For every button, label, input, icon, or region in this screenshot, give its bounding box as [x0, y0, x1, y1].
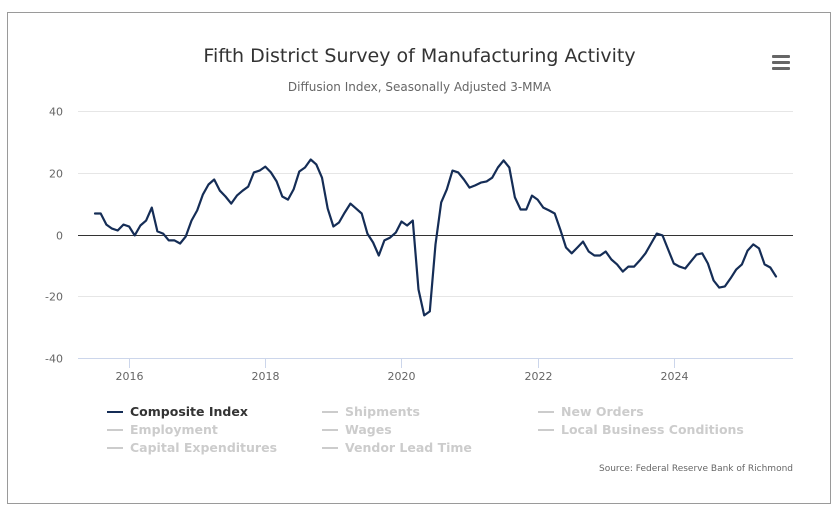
legend-item-new-orders[interactable]: New Orders [538, 404, 644, 419]
legend-item-vendor-lead-time[interactable]: Vendor Lead Time [322, 440, 472, 455]
legend-label: Wages [345, 422, 392, 437]
legend-label: Capital Expenditures [130, 440, 278, 455]
legend-item-shipments[interactable]: Shipments [322, 404, 420, 419]
legend-line-icon [107, 446, 123, 449]
legend-line-icon [538, 410, 554, 413]
legend-label: Employment [130, 422, 218, 437]
chart-title: Fifth District Survey of Manufacturing A… [203, 45, 636, 67]
legend-line-icon [538, 428, 554, 431]
source-credit: Source: Federal Reserve Bank of Richmond [599, 464, 793, 474]
legend-label: Local Business Conditions [561, 422, 744, 437]
legend-line-icon [322, 428, 338, 431]
legend-item-capital-expenditures[interactable]: Capital Expenditures [107, 440, 277, 455]
legend-line-icon [322, 446, 338, 449]
hamburger-menu-icon[interactable] [769, 52, 793, 72]
legend-item-local-business-conditions[interactable]: Local Business Conditions [538, 422, 744, 437]
legend-item-composite-index[interactable]: Composite Index [107, 404, 248, 419]
series-line-composite-index [93, 158, 778, 317]
y-tick-label: 40 [49, 106, 63, 119]
chart-subtitle: Diffusion Index, Seasonally Adjusted 3-M… [287, 80, 552, 94]
legend-label: Vendor Lead Time [345, 440, 472, 455]
x-tick-label: 2018 [252, 370, 280, 383]
y-tick-label: -40 [45, 353, 63, 366]
x-tick-label: 2022 [525, 370, 553, 383]
x-axis: 2016 2018 2020 2022 2024 [78, 358, 793, 383]
y-tick-label: -20 [45, 291, 63, 304]
y-tick-label: 0 [56, 230, 63, 243]
series-layer [93, 158, 778, 317]
y-axis-ticks: 40 20 0 -20 -40 [45, 106, 63, 366]
y-tick-label: 20 [49, 168, 63, 181]
legend-label: Composite Index [130, 404, 248, 419]
x-tick-label: 2020 [388, 370, 416, 383]
legend-line-icon [107, 428, 123, 431]
legend-item-wages[interactable]: Wages [322, 422, 392, 437]
legend-line-icon [322, 410, 338, 413]
legend-line-icon [107, 410, 123, 413]
legend-label: Shipments [345, 404, 420, 419]
legend-label: New Orders [561, 404, 644, 419]
legend-item-employment[interactable]: Employment [107, 422, 218, 437]
x-tick-label: 2016 [116, 370, 144, 383]
x-tick-label: 2024 [661, 370, 689, 383]
